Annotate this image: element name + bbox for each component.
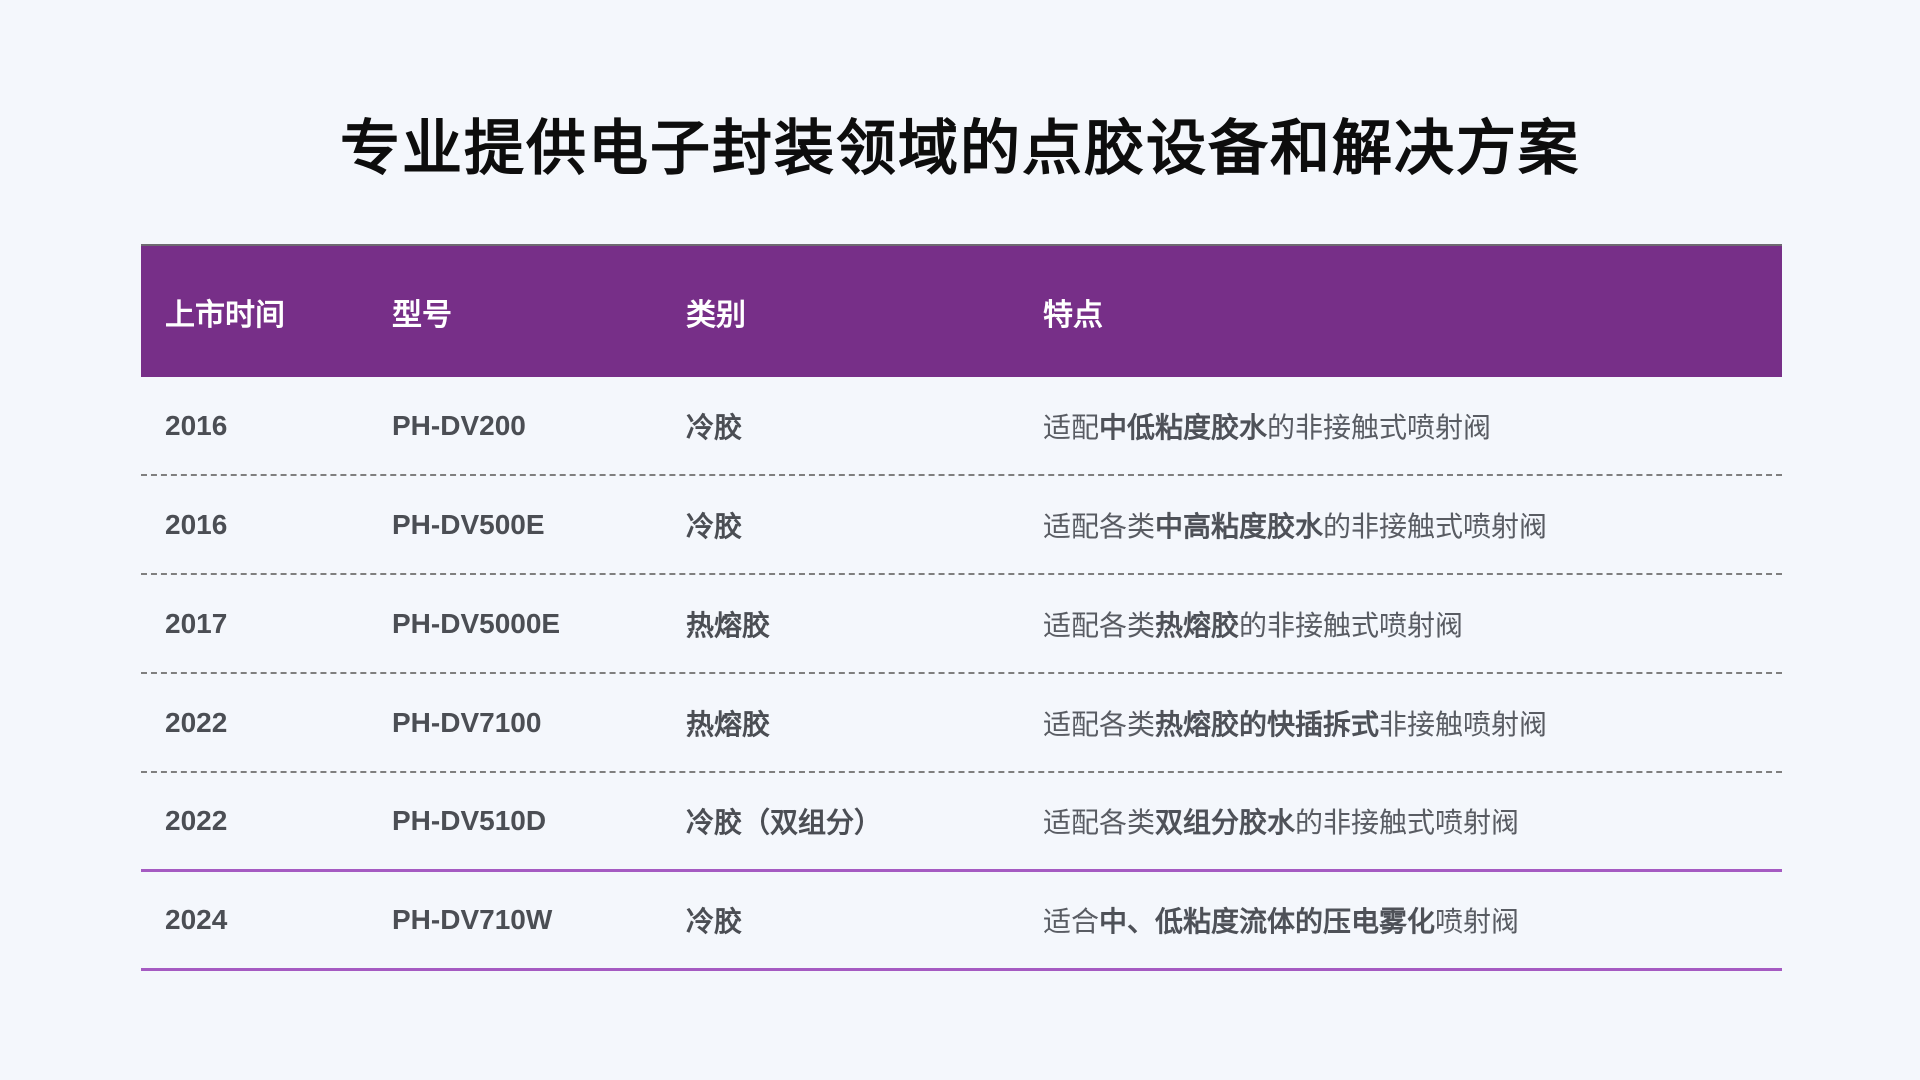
- cell-category: 冷胶: [686, 510, 743, 542]
- feature-text: 适配各类: [1043, 609, 1156, 641]
- column-header-model: 型号: [392, 298, 452, 332]
- table-row: 2016 PH-DV500E 冷胶 适配各类中高粘度胶水的非接触式喷射阀: [141, 476, 1782, 575]
- feature-highlight: 热熔胶: [1155, 609, 1240, 641]
- cell-launch-time: 2024: [165, 904, 228, 935]
- cell-launch-time: 2022: [165, 706, 228, 738]
- cell-category: 冷胶: [686, 411, 743, 443]
- table-header-row: 上市时间 型号 类别 特点: [141, 244, 1782, 377]
- feature-text: 适配: [1043, 411, 1100, 443]
- feature-text: 适配各类: [1043, 510, 1156, 542]
- table-row: 2022 PH-DV7100 热熔胶 适配各类热熔胶的快插拆式非接触喷射阀: [141, 674, 1782, 773]
- feature-text: 的非接触式喷射阀: [1267, 411, 1492, 443]
- feature-text: 适配各类: [1043, 807, 1156, 838]
- cell-model: PH-DV200: [392, 409, 526, 441]
- cell-feature: 适配各类热熔胶的非接触式喷射阀: [1019, 604, 1782, 644]
- feature-highlight: 热熔胶的快插拆式: [1155, 708, 1380, 740]
- cell-feature: 适合中、低粘度流体的压电雾化喷射阀: [1019, 900, 1782, 940]
- feature-text: 的非接触式喷射阀: [1323, 510, 1548, 542]
- cell-model: PH-DV500E: [392, 508, 545, 540]
- feature-text: 的非接触式喷射阀: [1295, 807, 1520, 838]
- cell-category: 热熔胶: [686, 609, 771, 641]
- cell-feature: 适配各类中高粘度胶水的非接触式喷射阀: [1019, 505, 1782, 545]
- column-header-category: 类别: [686, 298, 746, 332]
- feature-text: 适配各类: [1043, 708, 1156, 740]
- feature-text: 适合: [1043, 906, 1100, 937]
- table-row: 2017 PH-DV5000E 热熔胶 适配各类热熔胶的非接触式喷射阀: [141, 575, 1782, 674]
- feature-highlight: 中高粘度胶水: [1155, 510, 1324, 542]
- cell-model: PH-DV510D: [392, 805, 547, 836]
- table-row: 2024 PH-DV710W 冷胶 适合中、低粘度流体的压电雾化喷射阀: [141, 872, 1782, 971]
- column-header-launch-time: 上市时间: [165, 298, 285, 332]
- product-table: 上市时间 型号 类别 特点 2016 PH-DV200 冷胶 适配中低粘度胶水的非接触…: [141, 244, 1782, 971]
- feature-text: 的非接触式喷射阀: [1239, 609, 1464, 641]
- feature-text: 非接触喷射阀: [1379, 708, 1548, 740]
- page-title: 专业提供电子封装领域的点胶设备和解决方案: [340, 115, 1580, 182]
- table-row: 2022 PH-DV510D 冷胶（双组分） 适配各类双组分胶水的非接触式喷射阀: [141, 773, 1782, 872]
- cell-category: 冷胶: [686, 906, 743, 937]
- cell-feature: 适配各类热熔胶的快插拆式非接触喷射阀: [1019, 703, 1782, 743]
- cell-feature: 适配各类双组分胶水的非接触式喷射阀: [1019, 801, 1782, 841]
- feature-highlight: 双组分胶水: [1155, 807, 1296, 838]
- cell-model: PH-DV5000E: [392, 607, 561, 639]
- cell-launch-time: 2017: [165, 607, 228, 639]
- cell-category: 冷胶（双组分）: [686, 807, 883, 838]
- feature-highlight: 中、低粘度流体的压电雾化: [1099, 906, 1436, 937]
- cell-model: PH-DV710W: [392, 904, 553, 935]
- cell-category: 热熔胶: [686, 708, 771, 740]
- feature-highlight: 中低粘度胶水: [1099, 411, 1268, 443]
- cell-launch-time: 2016: [165, 508, 228, 540]
- table-body: 2016 PH-DV200 冷胶 适配中低粘度胶水的非接触式喷射阀 2016 PH-DV5…: [141, 377, 1782, 971]
- cell-launch-time: 2022: [165, 805, 228, 836]
- cell-feature: 适配中低粘度胶水的非接触式喷射阀: [1019, 406, 1782, 446]
- table-row: 2016 PH-DV200 冷胶 适配中低粘度胶水的非接触式喷射阀: [141, 377, 1782, 476]
- feature-text: 喷射阀: [1435, 906, 1520, 937]
- cell-launch-time: 2016: [165, 409, 228, 441]
- column-header-features: 特点: [1043, 298, 1103, 332]
- cell-model: PH-DV7100: [392, 706, 542, 738]
